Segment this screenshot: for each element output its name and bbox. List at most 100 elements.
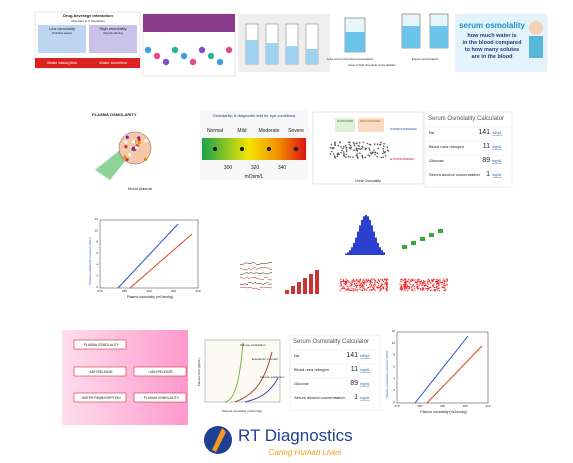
hist-bar: [381, 250, 383, 255]
point: [400, 284, 402, 286]
point: [441, 283, 443, 285]
trace: [263, 282, 269, 285]
point: [355, 283, 358, 285]
point: [356, 153, 358, 155]
point: [378, 281, 380, 283]
point: [400, 280, 402, 283]
calc-title: Serum Osmolality Calculator: [428, 116, 504, 122]
text: NORMONATREMIA: [390, 127, 417, 131]
calc-value: 89: [482, 157, 490, 164]
point: [361, 154, 364, 157]
point: [374, 153, 376, 156]
x-tick: 270: [97, 289, 102, 293]
point: [370, 279, 372, 281]
point: [354, 288, 356, 290]
point: [361, 286, 363, 288]
calc-unit: mg/dL: [360, 382, 370, 386]
x-tick: 290: [440, 404, 445, 408]
point: [366, 281, 368, 284]
point: [422, 287, 424, 289]
point: [363, 287, 365, 289]
point: [402, 279, 404, 282]
calc-title: Serum Osmolality Calculator: [293, 339, 369, 345]
calc-unit: mg/dL: [360, 396, 370, 400]
tile-graph: 270 280 290 300 310 0 2 4 6 8 10 12 Plasma osmolalit…: [385, 329, 491, 414]
trace: [251, 281, 257, 285]
point: [429, 286, 431, 288]
point: [381, 278, 384, 281]
point: [410, 287, 413, 289]
trace: [255, 272, 261, 274]
point: [411, 279, 414, 281]
point: [438, 284, 440, 287]
point: [332, 153, 335, 155]
point: [340, 282, 342, 284]
point: [363, 285, 365, 287]
point: [349, 156, 352, 158]
trace: [239, 267, 245, 270]
point: [428, 284, 430, 286]
point: [444, 280, 446, 282]
point: [436, 289, 438, 291]
text: (Purified water): [52, 31, 72, 35]
text: HYPONATREMIA: [390, 157, 414, 161]
point: [424, 284, 426, 286]
point: [414, 289, 416, 291]
point: [369, 286, 372, 288]
point: [337, 152, 339, 155]
drop: [216, 58, 224, 66]
text: Urine Osmolality: [355, 179, 381, 183]
point: [385, 280, 388, 282]
point: [417, 278, 420, 280]
point: [345, 289, 347, 291]
point: [341, 149, 343, 152]
point: [344, 281, 347, 283]
point: [445, 278, 447, 280]
x-tick: 280: [122, 289, 127, 293]
trace: [247, 268, 253, 270]
point: [348, 281, 350, 283]
cell: [137, 141, 141, 145]
calc-label: Na: [294, 353, 300, 358]
cell: [124, 145, 128, 149]
point: [413, 280, 415, 282]
point: [345, 153, 348, 156]
point: [408, 279, 410, 281]
point: [366, 142, 369, 145]
x-label: Plasma osmolality (mOsm/kg): [420, 410, 466, 414]
text: to how many solutes: [465, 47, 519, 53]
bar: [315, 270, 319, 294]
point: [331, 147, 333, 150]
dot: [294, 147, 298, 151]
tile-histograms: [339, 215, 449, 292]
point: [355, 147, 358, 149]
point: [352, 288, 354, 290]
point: [344, 280, 346, 283]
point: [365, 288, 367, 290]
point: [443, 284, 446, 287]
point: [436, 284, 438, 286]
point: [420, 287, 422, 290]
hist-bar: [351, 247, 353, 255]
calc-value: 1: [354, 394, 358, 401]
point: [339, 285, 341, 287]
point: [362, 281, 365, 284]
tile-diagnostic: Osmolarity: A diagnostic test for eye co…: [200, 110, 308, 180]
point: [422, 287, 425, 290]
text: 340: [278, 165, 287, 171]
point: [386, 287, 389, 289]
point: [380, 141, 382, 144]
text: Water secretion: [99, 60, 127, 65]
point: [420, 280, 422, 282]
liquid: [266, 43, 278, 64]
trace: [259, 287, 265, 289]
tile-adh: Volume contraction Euvolemic (normal) Vo…: [195, 330, 285, 415]
trace: [263, 262, 269, 265]
flow-text: ↓ ADH RELEASE: [147, 370, 173, 374]
y-tick: 12: [95, 217, 99, 221]
point: [441, 286, 443, 289]
point: [378, 282, 380, 284]
point: [438, 280, 440, 282]
point: [404, 283, 407, 285]
point: [369, 143, 372, 146]
